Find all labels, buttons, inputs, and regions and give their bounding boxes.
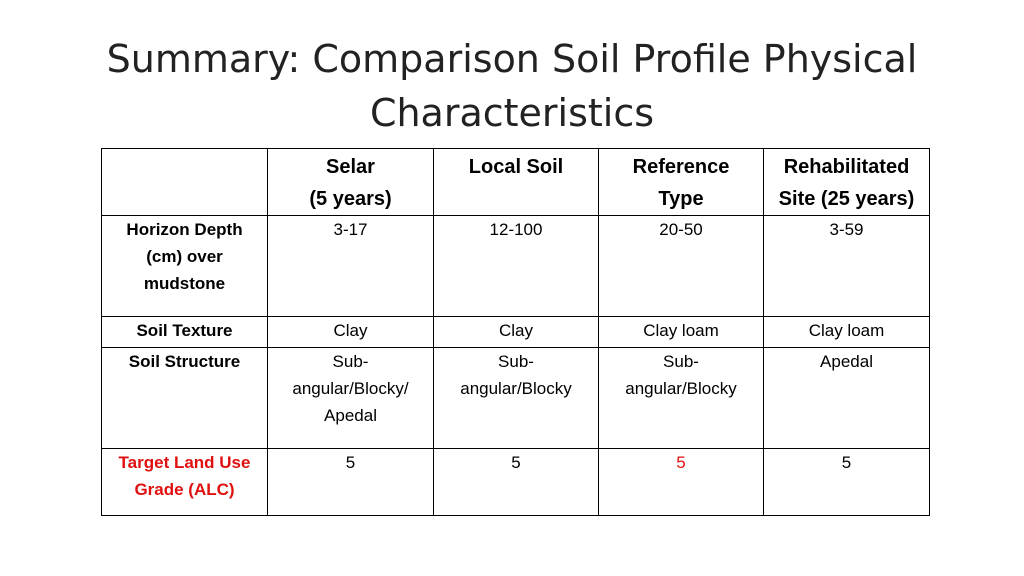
header-empty-cell xyxy=(101,148,268,216)
slide-title: Summary: Comparison Soil Profile Physica… xyxy=(62,32,962,140)
slide-title-line-1: Summary: Comparison Soil Profile Physica… xyxy=(106,37,918,81)
row-label-target-grade: Target Land Use Grade (ALC) xyxy=(101,448,268,516)
cell-grade-reference: 5 xyxy=(598,448,764,516)
cell-structure-local-soil: Sub- angular/Blocky xyxy=(433,347,599,449)
table-row-horizon-depth: Horizon Depth (cm) over mudstone 3-17 12… xyxy=(101,215,930,317)
cell-texture-selar: Clay xyxy=(267,316,434,348)
table-row-target-grade: Target Land Use Grade (ALC) 5 5 5 5 xyxy=(101,448,930,516)
row-label-horizon-depth: Horizon Depth (cm) over mudstone xyxy=(101,215,268,317)
cell-depth-selar: 3-17 xyxy=(267,215,434,317)
header-selar: Selar (5 years) xyxy=(267,148,434,216)
header-local-soil: Local Soil xyxy=(433,148,599,216)
row-label-soil-structure: Soil Structure xyxy=(101,347,268,449)
cell-texture-reference: Clay loam xyxy=(598,316,764,348)
cell-grade-local-soil: 5 xyxy=(433,448,599,516)
table-row-soil-texture: Soil Texture Clay Clay Clay loam Clay lo… xyxy=(101,316,930,348)
header-rehabilitated-site: Rehabilitated Site (25 years) xyxy=(763,148,930,216)
cell-grade-selar: 5 xyxy=(267,448,434,516)
cell-depth-local-soil: 12-100 xyxy=(433,215,599,317)
cell-depth-rehabilitated: 3-59 xyxy=(763,215,930,317)
cell-depth-reference: 20-50 xyxy=(598,215,764,317)
cell-structure-reference: Sub- angular/Blocky xyxy=(598,347,764,449)
cell-structure-selar: Sub- angular/Blocky/ Apedal xyxy=(267,347,434,449)
cell-grade-rehabilitated: 5 xyxy=(763,448,930,516)
row-label-soil-texture: Soil Texture xyxy=(101,316,268,348)
header-reference-type: Reference Type xyxy=(598,148,764,216)
table-header-row: Selar (5 years) Local Soil Reference Typ… xyxy=(101,148,930,216)
slide-title-line-2: Characteristics xyxy=(369,91,655,135)
cell-structure-rehabilitated: Apedal xyxy=(763,347,930,449)
comparison-table: Selar (5 years) Local Soil Reference Typ… xyxy=(101,148,930,516)
cell-texture-rehabilitated: Clay loam xyxy=(763,316,930,348)
cell-texture-local-soil: Clay xyxy=(433,316,599,348)
table-row-soil-structure: Soil Structure Sub- angular/Blocky/ Aped… xyxy=(101,347,930,449)
